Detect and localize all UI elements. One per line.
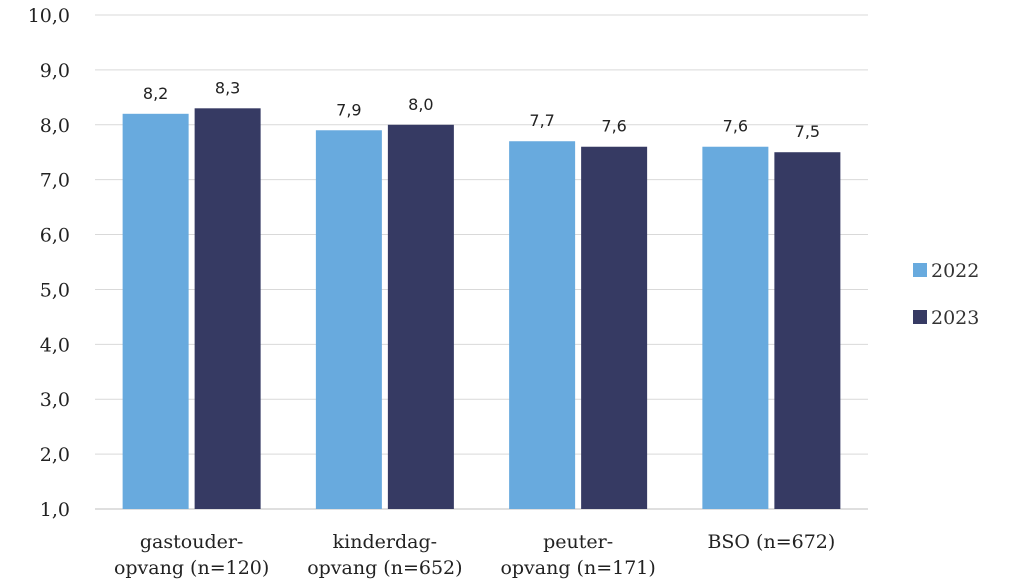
x-tick-label: opvang (n=120)	[114, 557, 269, 579]
data-labels: 8,2 8,3 7,9 8,0 7,7 7,6 7,6 7,5	[143, 78, 820, 141]
bar-2023-3	[774, 152, 841, 509]
x-tick-label: peuter-	[543, 531, 613, 553]
data-label: 8,2	[143, 84, 168, 103]
x-tick-label: opvang (n=652)	[307, 557, 462, 579]
y-tick-label: 9,0	[40, 60, 70, 82]
bar-2022-1	[315, 130, 382, 509]
data-label: 7,6	[723, 117, 748, 136]
data-label: 7,9	[336, 100, 361, 119]
bars	[122, 108, 841, 510]
legend-swatch-2023	[913, 310, 927, 324]
legend-label-2023: 2023	[931, 307, 979, 329]
y-tick-label: 3,0	[40, 389, 70, 411]
data-label: 8,3	[215, 78, 240, 97]
y-tick-label: 8,0	[40, 115, 70, 137]
data-label: 7,6	[601, 117, 626, 136]
legend: 2022 2023	[913, 260, 979, 329]
bar-2022-0	[122, 113, 189, 510]
x-axis-tick-labels: gastouder-opvang (n=120) kinderdag-opvang…	[114, 531, 835, 579]
y-tick-label: 10,0	[28, 5, 70, 27]
legend-swatch-2022	[913, 263, 927, 277]
bar-2022-2	[509, 141, 576, 509]
y-tick-label: 7,0	[40, 170, 70, 192]
data-label: 8,0	[408, 95, 433, 114]
x-tick-label: BSO (n=672)	[707, 531, 835, 553]
x-tick-label: kinderdag-	[333, 531, 437, 553]
bar-2023-1	[387, 124, 454, 510]
y-tick-label: 1,0	[40, 499, 70, 521]
data-label: 7,5	[795, 122, 820, 141]
y-tick-label: 6,0	[40, 225, 70, 247]
bar-2022-3	[702, 146, 769, 509]
x-tick-label: opvang (n=171)	[500, 557, 655, 579]
y-tick-label: 4,0	[40, 334, 70, 356]
y-tick-label: 5,0	[40, 279, 70, 301]
data-label: 7,7	[529, 111, 554, 130]
y-tick-label: 2,0	[40, 444, 70, 466]
bar-2023-0	[194, 108, 261, 510]
y-axis-tick-labels: 1,0 2,0 3,0 4,0 5,0 6,0 7,0 8,0 9,0 10,0	[28, 5, 70, 521]
bar-2023-2	[581, 146, 648, 509]
legend-label-2022: 2022	[931, 260, 979, 282]
x-tick-label: gastouder-	[140, 531, 243, 553]
